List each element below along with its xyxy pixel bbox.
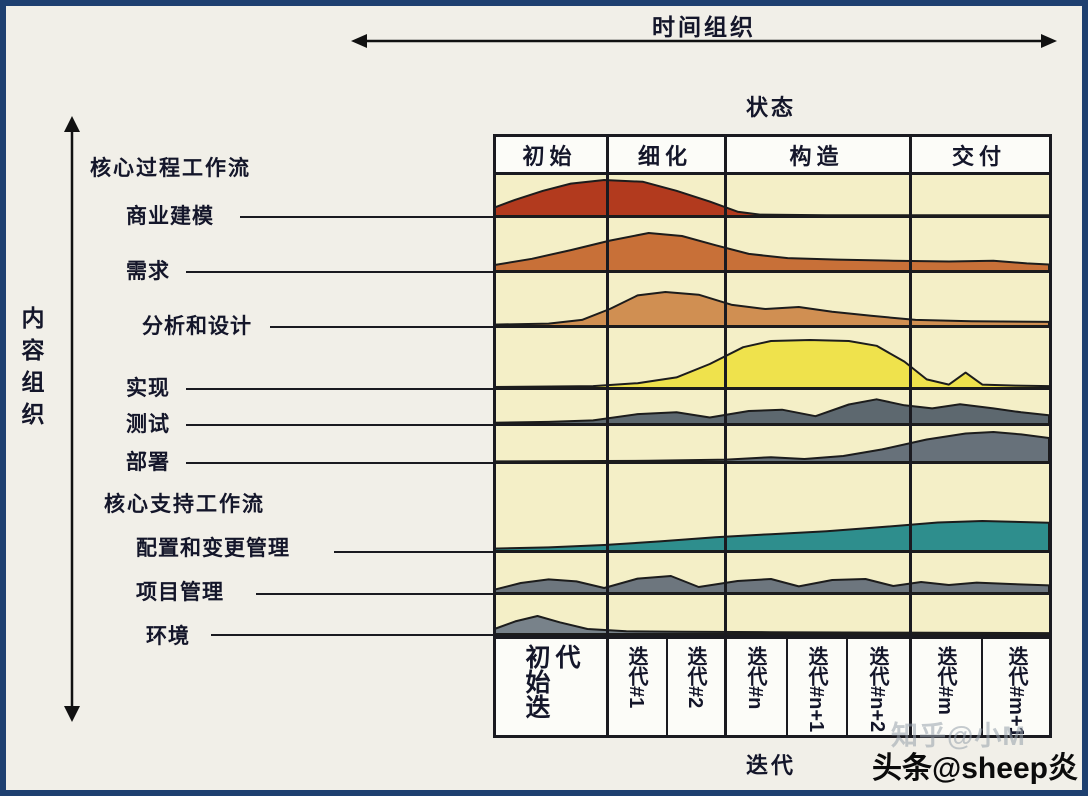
hump-1 [493, 232, 1049, 272]
grid-line-chart-right [1049, 134, 1052, 738]
workflow-label-implementation: 实现 [126, 377, 170, 400]
phase-header-background [493, 134, 1049, 172]
grid-line-iteration-bottom [493, 735, 1052, 738]
grid-line-chart-left [493, 134, 496, 738]
hump-5 [493, 431, 1049, 463]
workflow-label-requirements: 需求 [126, 260, 170, 283]
workflow-label-analysis-design: 分析和设计 [142, 315, 252, 338]
hump-6 [493, 520, 1049, 552]
iteration-cell-1: 迭代#1 [625, 646, 647, 709]
workflow-label-deployment: 部署 [126, 451, 170, 474]
phase-header-transition: 交付 [951, 144, 1006, 169]
grid-line-iteration-divider [846, 636, 848, 737]
grid-line-phase-elaboration-end [724, 134, 727, 738]
grid-line-header-bottom [493, 172, 1052, 175]
iteration-row-background [493, 636, 1049, 737]
status-axis-label: 状态 [745, 95, 796, 120]
iteration-cell-n2: 迭代#n+2 [866, 646, 888, 733]
watermark-faint: 知乎@小M [891, 721, 1026, 751]
phase-header-inception: 初始 [522, 144, 577, 169]
core-workflows-heading: 核心过程工作流 [90, 157, 251, 180]
grid-line-iteration-top [493, 636, 1052, 639]
grid-line-iteration-divider [786, 636, 788, 737]
iteration-cell-m1: 迭代#m+1 [1005, 646, 1027, 738]
hump-3 [493, 339, 1049, 389]
content-axis-arrow-icon [64, 116, 80, 722]
content-axis-label: 内容组织 [18, 306, 44, 434]
support-workflows-heading: 核心支持工作流 [104, 493, 265, 516]
hump-4 [493, 398, 1049, 425]
iteration-cell-2: 迭代#2 [684, 646, 706, 709]
grid-line-phase-construction-end [909, 134, 912, 738]
iteration-cell-n: 迭代#n [744, 646, 766, 710]
iteration-cell-initial: 初始迭代 [522, 644, 580, 719]
hump-7 [493, 575, 1049, 594]
grid-line-phase-inception-end [606, 134, 609, 738]
grid-line-iteration-divider [666, 636, 668, 737]
workflow-label-project-mgmt: 项目管理 [136, 581, 224, 604]
grid-line-header-top [493, 134, 1052, 137]
workflow-label-config-change-mgmt: 配置和变更管理 [136, 537, 290, 560]
hump-0 [493, 179, 1049, 217]
workflow-label-test: 测试 [126, 413, 170, 436]
phase-header-construction: 构造 [789, 144, 844, 169]
iteration-cell-n1: 迭代#n+1 [805, 646, 827, 733]
workflow-label-environment: 环境 [146, 625, 190, 648]
time-axis-label: 时间组织 [652, 14, 756, 40]
iteration-axis-label: 迭代 [745, 753, 796, 778]
phase-header-elaboration: 细化 [637, 144, 692, 169]
watermark-main: 头条@sheep炎 [872, 752, 1078, 785]
hump-2 [493, 291, 1049, 327]
workflow-label-business-modeling: 商业建模 [126, 205, 214, 228]
workflow-effort-humps [493, 179, 1049, 635]
hump-8 [493, 615, 1049, 635]
grid-line-iteration-divider [981, 636, 983, 737]
iteration-cell-m: 迭代#m [934, 646, 956, 715]
time-axis-arrow-icon [351, 34, 1057, 48]
